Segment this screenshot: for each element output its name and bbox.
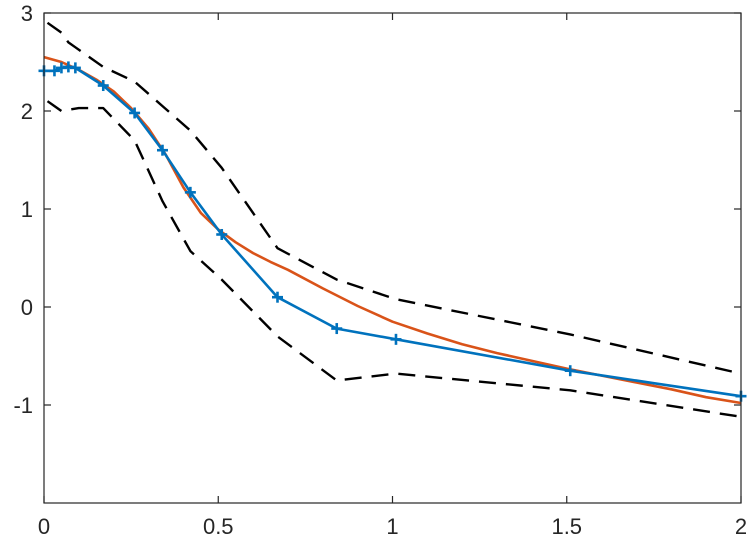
series-measured-point xyxy=(48,65,60,77)
series-measured-point xyxy=(331,323,343,335)
series-lower-bound-line xyxy=(46,100,742,418)
axes-box xyxy=(43,12,742,504)
x-tick-label: 0.5 xyxy=(203,514,234,539)
y-tick-label: 1 xyxy=(21,197,33,222)
y-tick-label: 2 xyxy=(21,99,33,124)
series-measured-point xyxy=(69,62,81,74)
y-tick-label: 3 xyxy=(21,1,33,26)
data-markers xyxy=(38,61,747,402)
series-measured-point xyxy=(97,80,109,92)
series-measured-point xyxy=(216,228,228,240)
x-tick-label: 0 xyxy=(38,514,50,539)
y-tick-label: 0 xyxy=(21,295,33,320)
y-tick-label: -1 xyxy=(13,393,33,418)
series-measured-point xyxy=(564,365,576,377)
series-measured-point xyxy=(390,333,402,345)
tick-labels: 0 0.5 1 1.5 2 -1 0 1 2 3 xyxy=(13,1,747,539)
x-tick-label: 1.5 xyxy=(551,514,582,539)
axis-ticks xyxy=(43,12,742,503)
series-measured-line xyxy=(44,65,742,398)
series-measured-point xyxy=(184,186,196,198)
x-tick-label: 1 xyxy=(386,514,398,539)
series-smooth-line xyxy=(43,55,742,405)
plot-lines xyxy=(43,21,742,418)
series-upper-bound-line xyxy=(46,21,742,375)
x-tick-label: 2 xyxy=(735,514,747,539)
series-measured-point xyxy=(156,144,168,156)
series-measured-point xyxy=(271,291,283,303)
series-measured-point xyxy=(129,107,141,119)
